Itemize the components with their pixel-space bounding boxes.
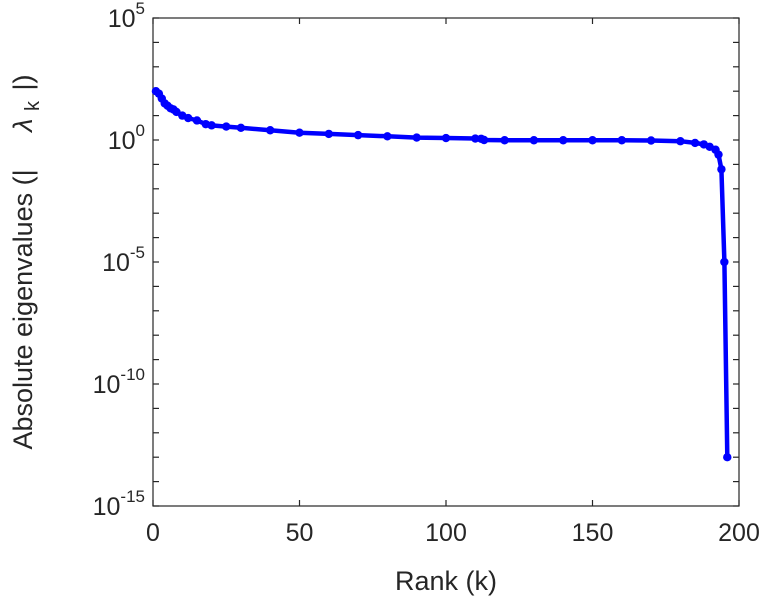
data-point — [222, 122, 231, 131]
y-axis-label-prefix: Absolute eigenvalues (| — [8, 169, 38, 449]
y-tick-label: 10-10 — [93, 365, 145, 399]
y-tick-label: 105 — [108, 0, 145, 33]
y-tick-label-base: 10 — [108, 127, 136, 155]
data-point — [676, 137, 685, 146]
data-point — [383, 132, 392, 141]
axes — [152, 17, 740, 507]
y-tick-label-exponent: 0 — [136, 121, 145, 140]
data-point — [723, 453, 732, 462]
x-tick-label: 100 — [425, 519, 467, 547]
data-point — [353, 130, 363, 140]
y-tick-label-exponent: -15 — [120, 487, 145, 506]
y-tick-label-base: 10 — [102, 249, 130, 277]
y-axis-label-symbol: λ — [8, 119, 38, 134]
data-point — [324, 129, 333, 139]
data-point — [236, 123, 246, 132]
data-point — [441, 133, 451, 143]
y-axis-label-suffix: |) — [8, 74, 38, 90]
y-tick-label-base: 10 — [93, 493, 121, 521]
data-point — [690, 138, 700, 148]
x-tick-label: 200 — [718, 519, 760, 547]
series-line — [154, 89, 730, 458]
y-tick-label: 10-5 — [102, 243, 145, 277]
y-tick-label-base: 10 — [93, 371, 121, 399]
y-tick-label-exponent: -10 — [120, 365, 145, 384]
y-axis-label-subscript: k — [22, 100, 44, 111]
y-tick-label: 10-15 — [93, 487, 145, 521]
data-point — [183, 113, 193, 123]
y-tick-label-base: 10 — [108, 5, 136, 33]
data-point — [412, 133, 421, 142]
y-tick-label-exponent: 5 — [136, 0, 145, 18]
y-tick-label: 100 — [108, 121, 145, 155]
x-axis-ticks: 0 50 100 150 200 — [146, 18, 760, 547]
data-series — [151, 87, 732, 462]
data-point — [717, 165, 726, 174]
data-point — [295, 128, 304, 137]
x-tick-label: 150 — [572, 519, 614, 547]
data-point — [529, 136, 539, 145]
y-axis-label: Absolute eigenvalues (| λ k |) — [8, 74, 45, 449]
x-tick-label: 0 — [146, 519, 160, 547]
x-axis-label: Rank (k) — [395, 566, 497, 596]
data-point — [646, 136, 656, 145]
y-tick-label-exponent: -5 — [130, 243, 145, 262]
data-point — [500, 136, 509, 145]
x-tick-label: 50 — [286, 519, 314, 547]
data-point — [617, 136, 626, 145]
y-axis-label-group: Absolute eigenvalues (| λ k |) — [8, 74, 45, 449]
data-point — [266, 126, 275, 135]
data-point — [479, 135, 489, 145]
data-point — [192, 116, 202, 125]
data-point — [207, 121, 216, 130]
data-point — [720, 257, 729, 267]
data-point — [559, 136, 568, 145]
data-point — [714, 150, 723, 159]
plot-area-frame — [152, 17, 740, 507]
data-point — [588, 136, 597, 145]
